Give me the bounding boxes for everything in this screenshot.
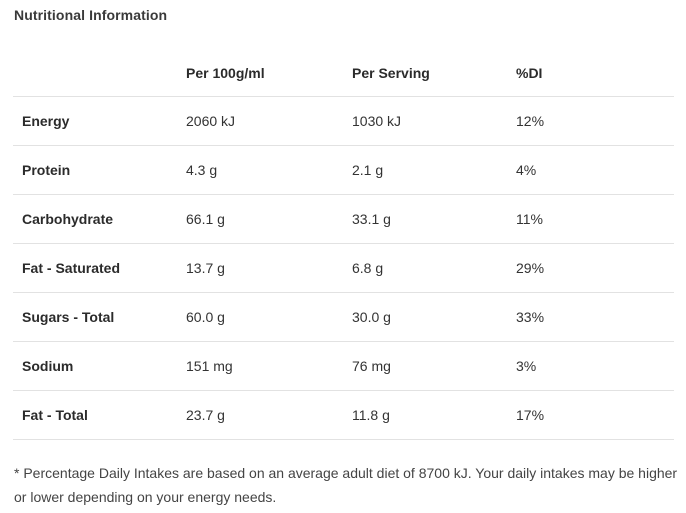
per-serving-value: 11.8 g [352,407,390,423]
table-row: Fat - Saturated 13.7 g 6.8 g 29% [13,244,674,293]
daily-intake-footnote: * Percentage Daily Intakes are based on … [14,465,678,505]
table-row: Carbohydrate 66.1 g 33.1 g 11% [13,195,674,244]
table-header-row: Per 100g/ml Per Serving %DI [13,49,674,97]
per-100-value: 4.3 g [186,162,218,178]
per-serving-value: 2.1 g [352,162,384,178]
per-serving-value: 76 mg [352,358,391,374]
percent-di-value: 29% [516,260,545,276]
nutrient-name: Carbohydrate [22,211,114,227]
table-row: Sodium 151 mg 76 mg 3% [13,342,674,391]
percent-di-value: 4% [516,162,537,178]
nutrient-name: Sodium [22,358,74,374]
percent-di-value: 11% [516,211,543,227]
per-100-value: 66.1 g [186,211,225,227]
percent-di-value: 33% [516,309,545,325]
per-100-value: 60.0 g [186,309,225,325]
percent-di-value: 12% [516,113,545,129]
percent-di-value: 3% [516,358,537,374]
per-100-value: 13.7 g [186,260,225,276]
header-per-serving: Per Serving [352,64,430,81]
percent-di-value: 17% [516,407,545,423]
table-row: Protein 4.3 g 2.1 g 4% [13,146,674,195]
nutrition-table: Per 100g/ml Per Serving %DI Energy 2060 … [13,49,674,440]
nutrient-name: Fat - Total [22,407,88,423]
nutrient-name: Protein [22,162,71,178]
per-100-value: 23.7 g [186,407,225,423]
table-row: Fat - Total 23.7 g 11.8 g 17% [13,391,674,440]
nutrient-name: Fat - Saturated [22,260,121,276]
per-100-value: 151 mg [186,358,233,374]
per-serving-value: 1030 kJ [352,113,402,129]
table-row: Sugars - Total 60.0 g 30.0 g 33% [13,293,674,342]
nutrient-name: Sugars - Total [22,309,115,325]
per-serving-value: 6.8 g [352,260,384,276]
per-serving-value: 30.0 g [352,309,391,325]
per-serving-value: 33.1 g [352,211,391,227]
per-100-value: 2060 kJ [186,113,236,129]
table-row: Energy 2060 kJ 1030 kJ 12% [13,97,674,146]
section-title: Nutritional Information [14,7,168,23]
nutrient-name: Energy [22,113,70,129]
header-per-100: Per 100g/ml [186,64,265,81]
header-percent-di: %DI [516,64,543,81]
